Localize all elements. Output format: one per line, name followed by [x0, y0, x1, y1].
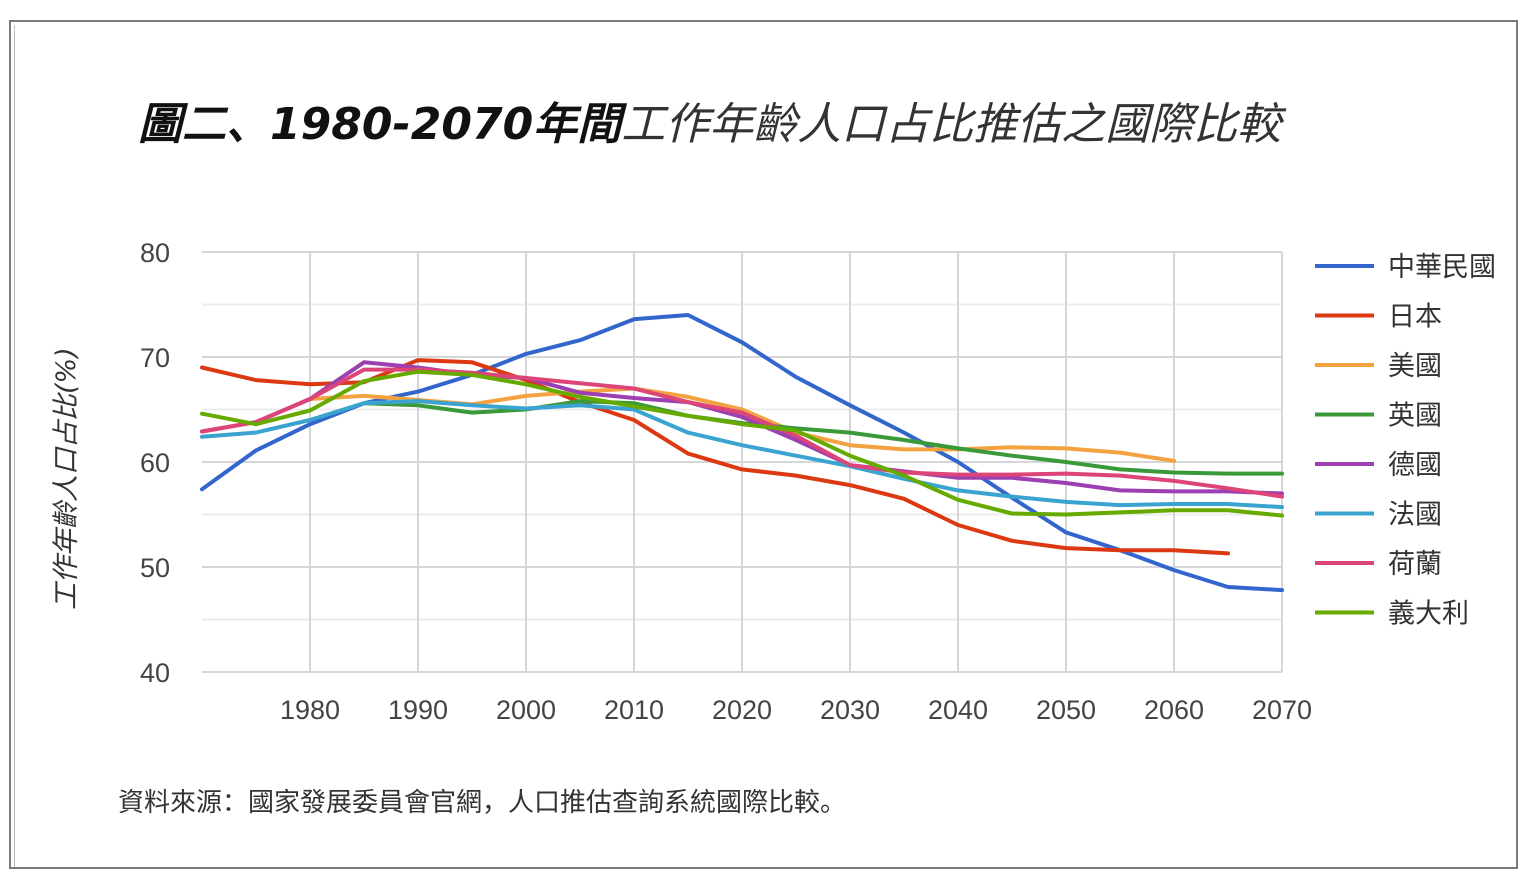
legend-label: 義大利 [1388, 599, 1469, 630]
x-tick-label: 2010 [604, 695, 664, 725]
legend-label: 美國 [1388, 351, 1442, 382]
legend-item: 德國 [1315, 450, 1442, 481]
legend-item: 英國 [1315, 401, 1442, 432]
x-tick-label: 2060 [1144, 695, 1204, 725]
legend-label: 荷蘭 [1388, 549, 1442, 580]
figure-title-main: 工作年齡人口占比推估之國際比較 [621, 99, 1282, 150]
x-tick-label: 2030 [820, 695, 880, 725]
y-tick-label: 60 [140, 448, 170, 478]
x-tick-label: 2070 [1252, 695, 1312, 725]
legend-label: 英國 [1388, 401, 1442, 432]
legend-item: 美國 [1315, 351, 1442, 382]
figure-title-prefix: 圖二、1980-2070年間 [138, 99, 622, 150]
x-axis-ticks: 1980 1990 2000 2010 2020 2030 2040 2050 2060 2070 [280, 695, 1312, 725]
legend-item: 中華民國 [1315, 252, 1496, 283]
legend-label: 中華民國 [1388, 252, 1496, 283]
series-line-4 [200, 360, 1284, 496]
series-line-3 [362, 399, 1284, 476]
legend-label: 日本 [1388, 302, 1442, 333]
figure-frame [9, 20, 1518, 869]
legend-label: 法國 [1388, 500, 1442, 531]
x-tick-label: 2020 [712, 695, 772, 725]
x-tick-label: 2050 [1036, 695, 1096, 725]
series-line-7 [200, 369, 1284, 518]
grid [202, 251, 1283, 673]
x-tick-label: 2040 [928, 695, 988, 725]
series-line-1 [200, 358, 1230, 556]
series-lines [200, 313, 1284, 593]
legend-item: 日本 [1315, 302, 1442, 333]
series-line-5 [200, 399, 1284, 510]
x-tick-label: 2000 [496, 695, 556, 725]
y-tick-label: 70 [140, 343, 170, 373]
y-tick-label: 50 [140, 553, 170, 583]
source-note: 資料來源：國家發展委員會官網，人口推估查詢系統國際比較。 [118, 788, 847, 818]
legend-item: 法國 [1315, 500, 1442, 531]
y-tick-label: 40 [140, 658, 170, 688]
y-tick-label: 80 [140, 238, 170, 268]
figure-title: 圖二、1980-2070年間工作年齡人口占比推估之國際比較 [138, 88, 1281, 152]
y-axis-ticks: 40 50 60 70 80 [140, 238, 170, 688]
series-line-6 [200, 367, 1284, 499]
legend-item: 荷蘭 [1315, 549, 1442, 580]
legend-label: 德國 [1388, 450, 1442, 481]
series-line-0 [200, 313, 1284, 593]
frame-inner-line [14, 25, 15, 867]
x-tick-label: 1980 [280, 695, 340, 725]
x-tick-label: 1990 [388, 695, 448, 725]
legend-item: 義大利 [1315, 599, 1469, 630]
